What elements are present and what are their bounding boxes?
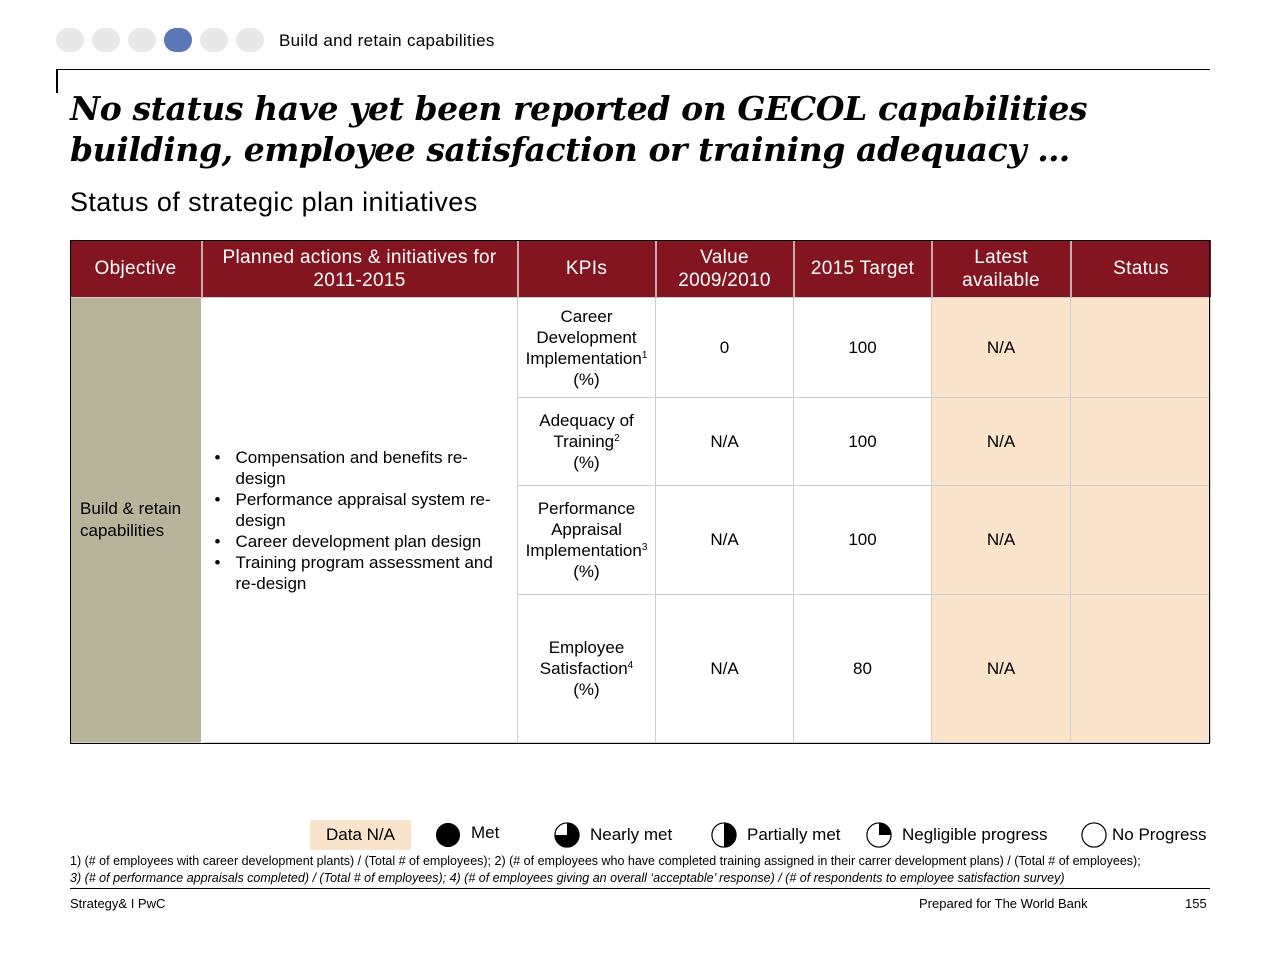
header-value: Value 2009/2010 — [654, 240, 794, 298]
latest-cell: N/A — [931, 485, 1071, 595]
legend-no-progress: No Progress — [1081, 819, 1206, 851]
latest-cell: N/A — [931, 594, 1071, 743]
kpi-cell: Career Development Implementation1 (%) — [517, 297, 656, 398]
kpi-cell: Employee Satisfaction4 (%) — [517, 594, 656, 743]
status-cell — [1070, 397, 1211, 486]
top-divider — [56, 69, 1210, 70]
kpi-unit: (%) — [573, 369, 600, 389]
status-table: Objective Planned actions & initiatives … — [70, 240, 1211, 743]
legend-negligible-label: Negligible progress — [902, 825, 1048, 844]
list-item: Performance appraisal system re-design — [211, 489, 510, 531]
footer-divider — [70, 888, 1210, 889]
footnote-ref: 3 — [641, 542, 648, 553]
latest-cell: N/A — [931, 397, 1071, 486]
footnote-ref: 1 — [641, 349, 648, 361]
kpi-unit: (%) — [573, 680, 600, 699]
kpi-label: Performance Appraisal Implementation — [525, 499, 642, 560]
footnote-ref: 4 — [627, 660, 634, 671]
legend-met: Met — [435, 819, 499, 851]
status-cell — [1070, 485, 1211, 595]
harvey-ball-three-quarter-icon — [554, 822, 580, 848]
header-objective: Objective — [70, 240, 202, 298]
page-title: No status have yet been reported on GECO… — [70, 89, 1088, 169]
header-target: 2015 Target — [792, 240, 932, 298]
harvey-ball-full-icon — [435, 822, 461, 848]
legend-met-label: Met — [471, 823, 500, 842]
legend-partially-met: Partially met — [711, 819, 841, 851]
harvey-ball-quarter-icon — [866, 822, 892, 848]
kpi-label: Career Development Implementation — [525, 306, 642, 368]
legend-partially-met-label: Partially met — [747, 825, 841, 844]
value-cell: 0 — [655, 297, 794, 398]
table-row: Build & retain capabilities Compensation… — [70, 297, 1211, 743]
harvey-ball-empty-icon — [1081, 822, 1107, 848]
legend-data-na: Data N/A — [310, 819, 411, 851]
objective-cell: Build & retain capabilities — [70, 297, 203, 743]
legend-nearly-met-label: Nearly met — [590, 825, 673, 844]
page-subtitle: Status of strategic plan initiatives — [70, 187, 478, 217]
footnote-line-1: 1) (# of employees with career developme… — [70, 854, 1141, 868]
list-item: Training program assessment and re-desig… — [211, 552, 510, 594]
kpi-unit: (%) — [573, 562, 600, 581]
header-actions: Planned actions & initiatives for 2011-2… — [200, 240, 518, 298]
status-cell — [1070, 297, 1211, 398]
status-cell — [1070, 594, 1211, 743]
progress-dot — [236, 28, 264, 52]
page-number: 155 — [1185, 896, 1207, 911]
status-legend: Data N/A Met Nearly met Partially met Ne… — [0, 819, 1280, 851]
legend-negligible: Negligible progress — [866, 819, 1048, 851]
footnote-ref: 2 — [614, 433, 620, 444]
top-divider-tick — [56, 69, 58, 93]
table-row: Adequacy of Training2 (%) N/A 100 N/A — [71, 397, 1211, 486]
progress-dot — [92, 28, 120, 52]
footnote-line-2: 3) (# of performance appraisals complete… — [70, 871, 1065, 885]
progress-dot — [128, 28, 156, 52]
progress-dot-active — [164, 28, 192, 52]
legend-data-na-label: Data N/A — [310, 820, 411, 850]
list-item: Career development plan design — [211, 531, 510, 552]
kpi-label: Adequacy of Training — [539, 411, 634, 451]
target-cell: 100 — [793, 297, 932, 398]
target-cell: 80 — [793, 594, 932, 743]
list-item: Compensation and benefits re-design — [211, 447, 510, 489]
progress-dots — [56, 28, 264, 52]
header-status: Status — [1069, 240, 1211, 298]
progress-dot — [200, 28, 228, 52]
kpi-cell: Performance Appraisal Implementation3 (%) — [517, 485, 656, 595]
target-cell: 100 — [793, 397, 932, 486]
latest-cell: N/A — [931, 297, 1071, 398]
value-cell: N/A — [655, 397, 794, 486]
footer-prepared-for: Prepared for The World Bank — [919, 896, 1088, 911]
section-label: Build and retain capabilities — [279, 31, 495, 50]
actions-cell: Compensation and benefits re-design Perf… — [201, 297, 518, 743]
table-row: Employee Satisfaction4 (%) N/A 80 N/A — [71, 594, 1211, 743]
legend-no-progress-label: No Progress — [1112, 825, 1207, 844]
footnotes: 1) (# of employees with career developme… — [70, 853, 1220, 887]
value-cell: N/A — [655, 485, 794, 595]
header-kpis: KPIs — [516, 240, 656, 298]
table-header-row: Objective Planned actions & initiatives … — [70, 240, 1211, 298]
kpi-unit: (%) — [573, 453, 600, 472]
footer-source: Strategy& I PwC — [70, 896, 166, 911]
kpi-label: Employee Satisfaction — [539, 638, 628, 678]
kpi-cell: Adequacy of Training2 (%) — [517, 397, 656, 486]
harvey-ball-half-icon — [711, 822, 737, 848]
target-cell: 100 — [793, 485, 932, 595]
value-cell: N/A — [655, 594, 794, 743]
header-latest: Latest available — [930, 240, 1071, 298]
legend-nearly-met: Nearly met — [554, 819, 672, 851]
progress-dot — [56, 28, 84, 52]
actions-list: Compensation and benefits re-design Perf… — [211, 447, 510, 594]
